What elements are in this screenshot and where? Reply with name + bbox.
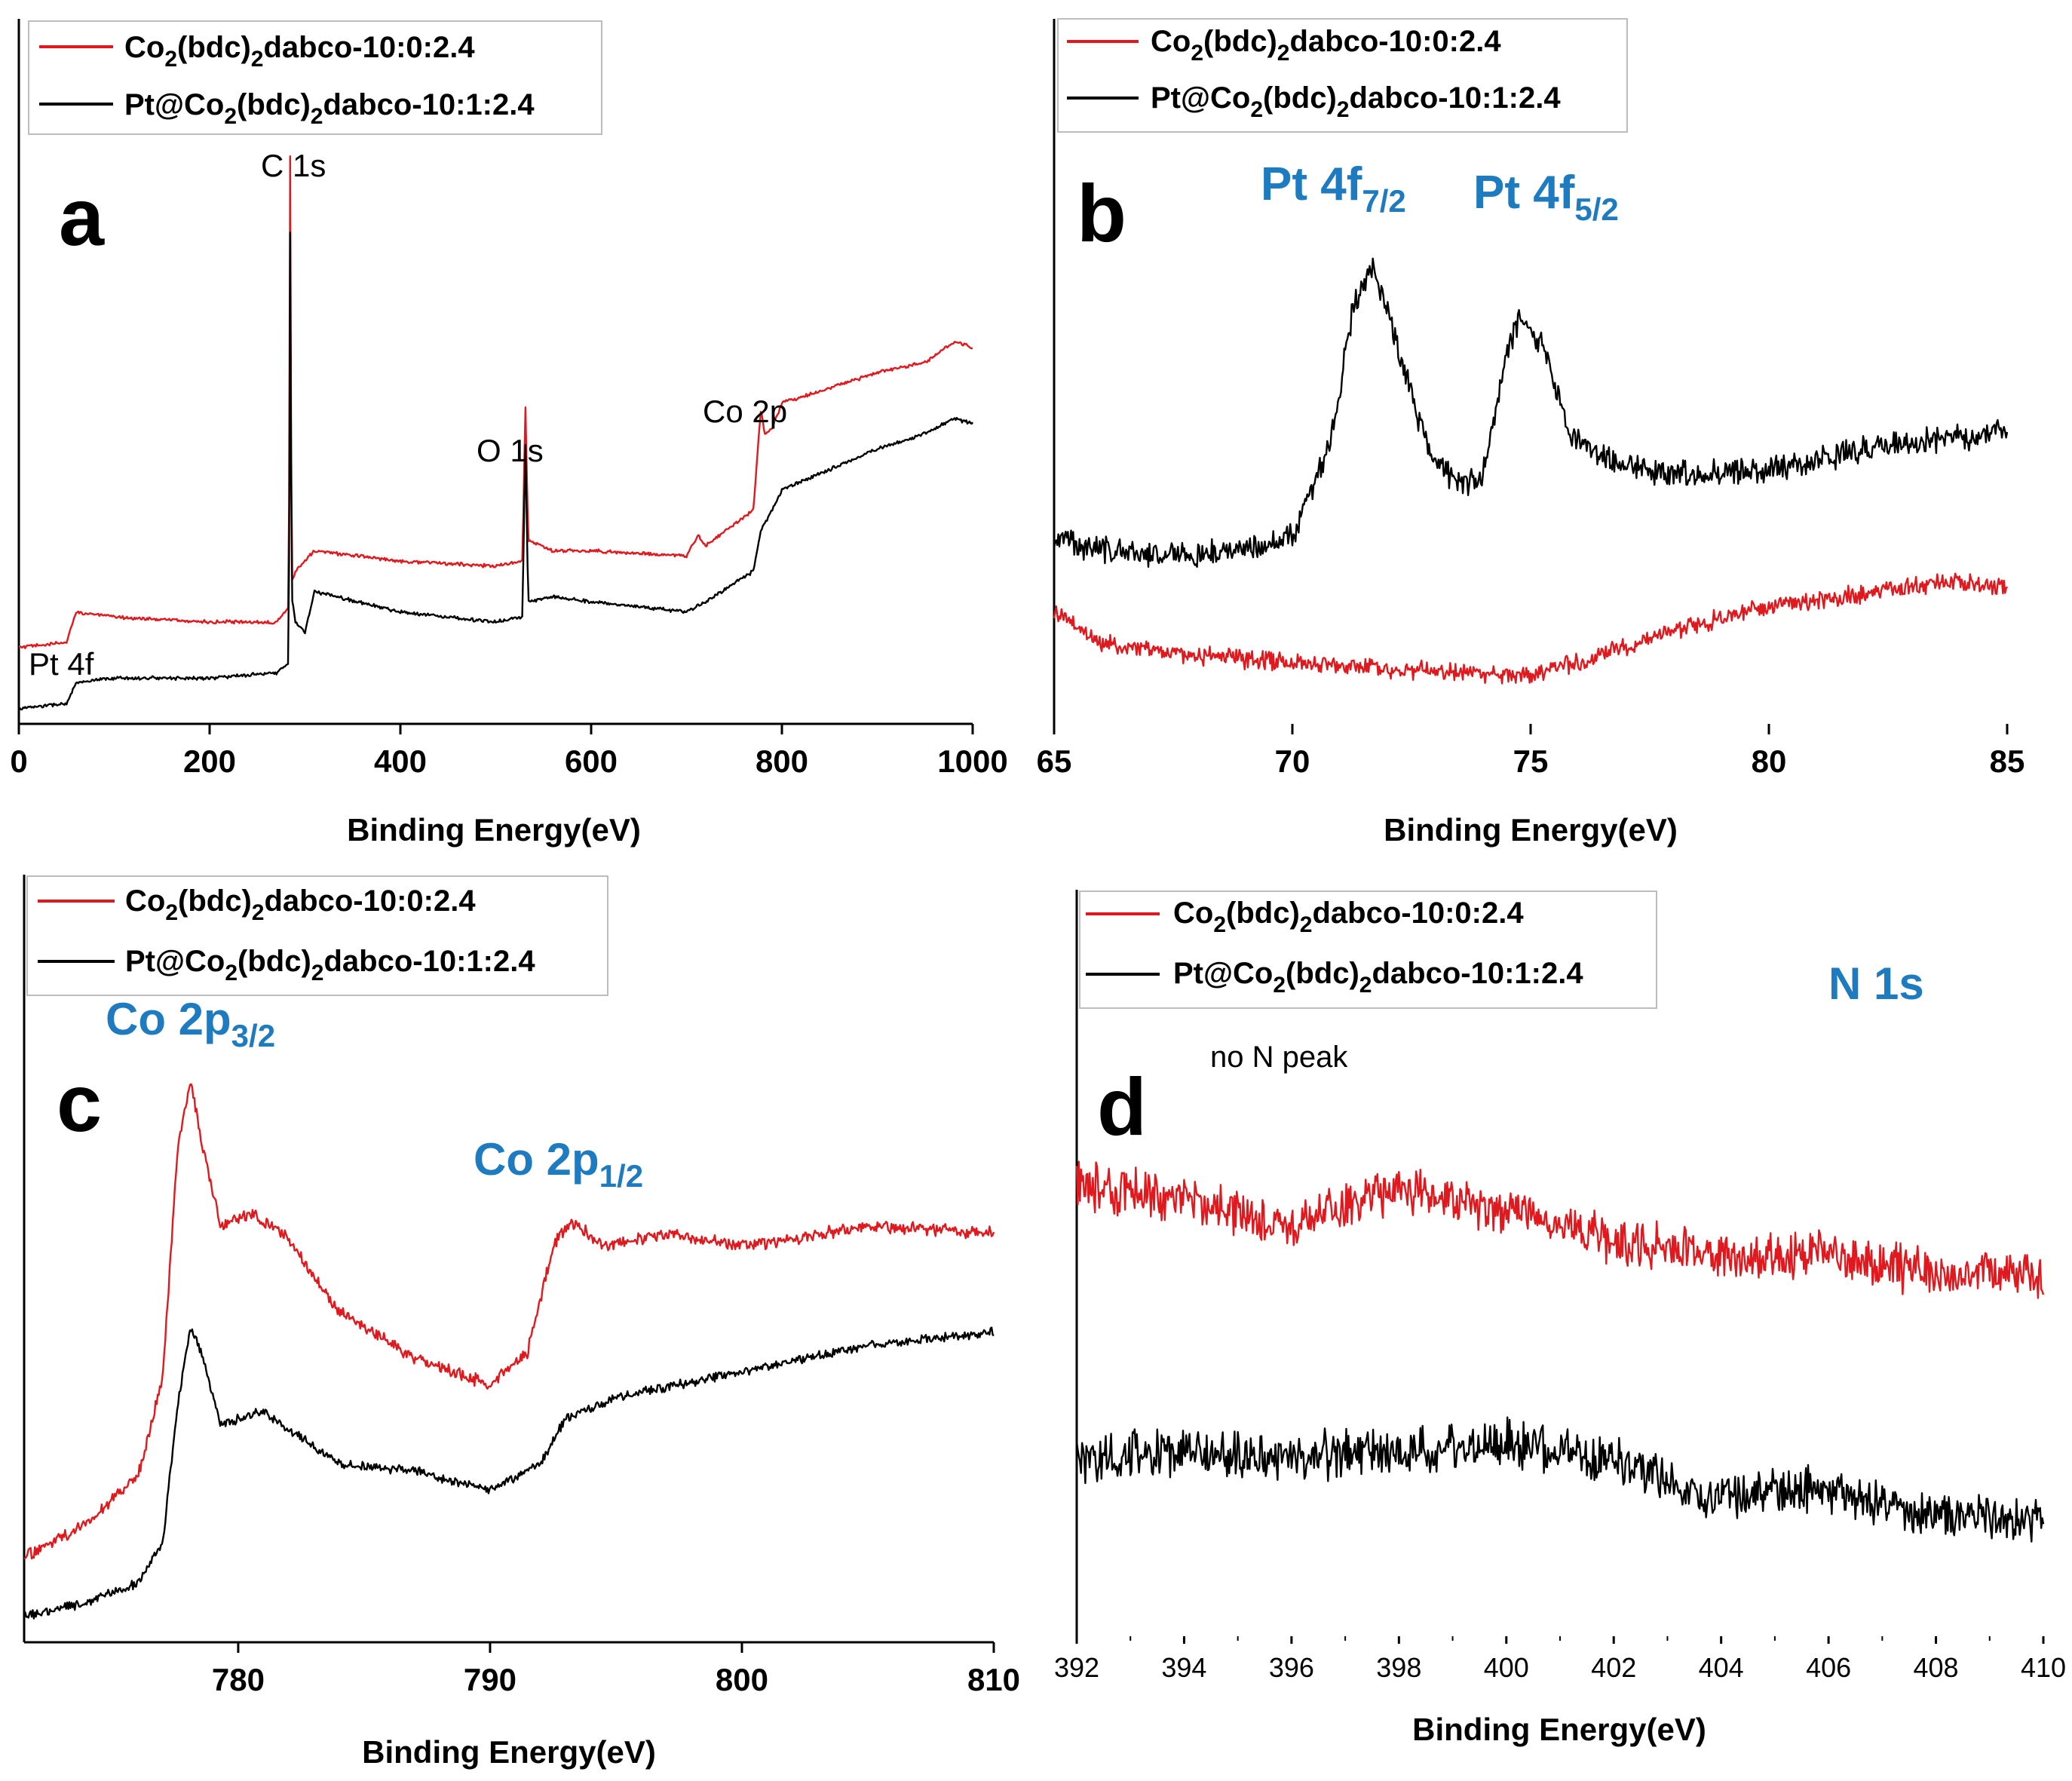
panel-b-annotation-pt4f52: Pt 4f5/2 <box>1473 167 1619 227</box>
panel-d-x-tick-label: 398 <box>1376 1652 1421 1683</box>
panel-c-annotation-co2p32: Co 2p3/2 <box>106 994 275 1053</box>
panel-a-annotation-o1s: O 1s <box>477 433 544 468</box>
panel-d-x-tick-label: 408 <box>1914 1652 1959 1683</box>
panel-b-x-tick-label: 85 <box>1990 743 2025 779</box>
panel-c-x-tick-label: 790 <box>464 1662 516 1697</box>
panel-a-x-label: Binding Energy(eV) <box>347 812 641 848</box>
panel-c-annotation-co2p12: Co 2p1/2 <box>474 1134 643 1194</box>
panel-b-series <box>1053 257 2009 685</box>
panel-a-legend-label-black: Pt@Co2(bdc)2dabco-10:1:2.4 <box>124 88 535 129</box>
panel-c-x-label: Binding Energy(eV) <box>362 1734 656 1770</box>
panel-b-series-red-line <box>1053 572 2009 685</box>
panel-b-legend-box <box>1057 18 1628 133</box>
panel-c-legend-label-red: Co2(bdc)2dabco-10:0:2.4 <box>125 884 476 925</box>
panel-a-x-tick-label: 800 <box>756 743 808 779</box>
panel-b-legend-label-red: Co2(bdc)2dabco-10:0:2.4 <box>1151 25 1501 66</box>
panel-c-series-red-line <box>23 1083 995 1560</box>
panel-d-x-label: Binding Energy(eV) <box>1412 1712 1706 1747</box>
panel-a-legend-box <box>28 20 602 135</box>
panel-d-series-red-line <box>1075 1160 2045 1299</box>
panel-b-series-black-line <box>1053 257 2009 568</box>
panel-d-x-tick-label: 410 <box>2021 1652 2066 1683</box>
panel-d-annotation-n1s: N 1s <box>1828 958 1924 1009</box>
panel-d-x-tick-label: 406 <box>1806 1652 1851 1683</box>
panel-a: 0 200 400 600 800 1000 Binding Energy(eV) a C… <box>10 19 1008 848</box>
panel-c-x-tick-label: 780 <box>212 1662 265 1697</box>
panel-a-annotation-co2p: Co 2p <box>703 394 787 429</box>
panel-d-legend-label-black: Pt@Co2(bdc)2dabco-10:1:2.4 <box>1173 957 1583 998</box>
panel-d-x-tick-label: 396 <box>1269 1652 1314 1683</box>
panel-b-x-tick-label: 75 <box>1513 743 1549 779</box>
panel-a-x-tick-label: 1000 <box>937 743 1007 779</box>
panel-b-annotation-pt4f72: Pt 4f7/2 <box>1261 158 1406 219</box>
panel-a-x-tick-label: 600 <box>565 743 618 779</box>
panel-c-series-black-line <box>23 1326 995 1620</box>
panel-c-letter: c <box>57 1057 102 1148</box>
panel-a-x-tick-label: 0 <box>10 743 27 779</box>
panel-b-letter: b <box>1077 167 1126 259</box>
panel-c: 780 790 800 810 Binding Energy(eV) c Co2(bd… <box>23 875 1020 1770</box>
panel-d-annotation-no-n-peak: no N peak <box>1210 1041 1348 1074</box>
panel-b-x-tick-label: 70 <box>1275 743 1310 779</box>
panel-d-x-tick-label: 392 <box>1054 1652 1099 1683</box>
panel-c-series <box>23 1083 995 1620</box>
panel-c-legend-box <box>26 875 608 996</box>
panel-d-series <box>1075 1160 2045 1543</box>
panel-b-ticks: 65 70 75 80 85 <box>1037 724 2025 779</box>
panel-c-legend-label-black: Pt@Co2(bdc)2dabco-10:1:2.4 <box>125 945 535 986</box>
panel-b: 65 70 75 80 85 Binding Energy(eV) b Co2(bdc)… <box>1037 18 2025 848</box>
panel-c-x-tick-label: 800 <box>716 1662 768 1697</box>
panel-a-ticks: 0 200 400 600 800 1000 <box>10 724 1008 779</box>
panel-b-x-label: Binding Energy(eV) <box>1384 812 1678 848</box>
panel-d-x-tick-label: 400 <box>1484 1652 1529 1683</box>
panel-d-legend-label-red: Co2(bdc)2dabco-10:0:2.4 <box>1173 897 1524 937</box>
panel-a-series-black-line <box>18 231 973 711</box>
panel-a-letter: a <box>59 171 105 262</box>
panel-b-x-tick-label: 65 <box>1037 743 1072 779</box>
panel-d-series-black-line <box>1075 1416 2045 1543</box>
panel-d-ticks: 392 394 396 398 400 402 404 406 408 410 <box>1054 1636 2066 1683</box>
panel-a-series <box>18 155 973 711</box>
panel-c-ticks: 780 790 800 810 <box>212 1642 1020 1697</box>
panel-d-x-tick-label: 404 <box>1699 1652 1744 1683</box>
panel-a-x-tick-label: 200 <box>183 743 236 779</box>
panel-a-legend-label-red: Co2(bdc)2dabco-10:0:2.4 <box>124 31 475 72</box>
panel-b-legend-label-black: Pt@Co2(bdc)2dabco-10:1:2.4 <box>1151 81 1561 122</box>
panel-b-x-tick-label: 80 <box>1752 743 1787 779</box>
panel-d-letter: d <box>1097 1061 1147 1152</box>
panel-a-annotation-pt4f: Pt 4f <box>29 646 94 682</box>
panel-d: 392 394 396 398 400 402 404 406 408 410 Binding E… <box>1054 890 2066 1747</box>
panel-c-x-tick-label: 810 <box>967 1662 1020 1697</box>
panel-a-series-red-line <box>19 155 973 649</box>
panel-d-x-tick-label: 394 <box>1161 1652 1206 1683</box>
panel-a-annotation-c1s: C 1s <box>261 148 326 183</box>
panel-a-x-tick-label: 400 <box>374 743 427 779</box>
panel-d-legend-box <box>1079 890 1657 1009</box>
panel-d-x-tick-label: 402 <box>1591 1652 1636 1683</box>
